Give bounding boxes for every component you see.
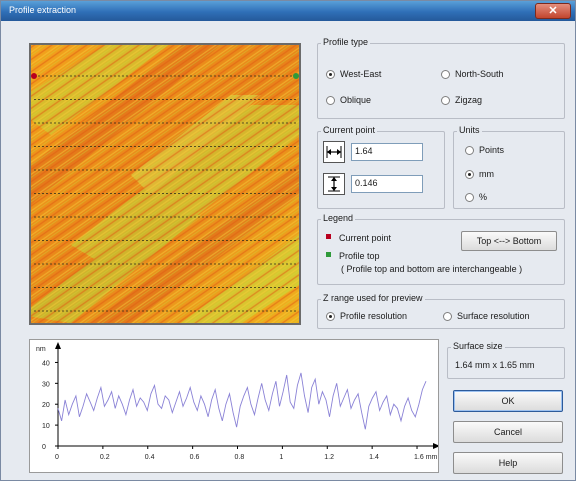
radio-icon <box>465 193 474 202</box>
radio-profile-resolution[interactable]: Profile resolution <box>326 311 407 321</box>
x-tick-label: 0.6 <box>190 454 200 461</box>
current-point-title: Current point <box>321 125 377 135</box>
radio-icon <box>326 96 335 105</box>
legend-title: Legend <box>321 213 355 223</box>
y-axis-unit-label: nm <box>36 346 46 353</box>
y-tick-label: 40 <box>42 360 50 367</box>
radio-label: Zigzag <box>455 95 482 105</box>
cancel-button[interactable]: Cancel <box>453 421 563 443</box>
radio-label: Oblique <box>340 95 371 105</box>
current-point-legend-icon <box>326 234 331 239</box>
help-button[interactable]: Help <box>453 452 563 474</box>
y-tick-label: 10 <box>42 423 50 430</box>
surface-size-value: 1.64 mm x 1.65 mm <box>455 360 535 370</box>
radio-label: North-South <box>455 69 504 79</box>
profile-top-legend-icon <box>326 252 331 257</box>
profile-type-title: Profile type <box>321 37 370 47</box>
ok-button[interactable]: OK <box>453 390 563 412</box>
z-range-title: Z range used for preview <box>321 293 425 303</box>
close-button[interactable]: ✕ <box>535 3 571 19</box>
y-coordinate-field[interactable]: 0.146 <box>351 175 423 193</box>
x-tick-label: 1.2 <box>324 454 334 461</box>
x-tick-label: 1 <box>279 454 283 461</box>
profile-chart-panel: nm 0 0.2 0.4 0.6 0.8 1 1.2 1.4 1.6 mm 0 10 20 30 40 <box>29 339 439 473</box>
radio-percent[interactable]: % <box>465 192 487 202</box>
surface-preview[interactable] <box>29 43 301 325</box>
window-title: Profile extraction <box>9 5 76 15</box>
profile-chart[interactable]: nm 0 0.2 0.4 0.6 0.8 1 1.2 1.4 1.6 mm 0 10 20 30 40 <box>30 340 438 472</box>
radio-zigzag[interactable]: Zigzag <box>441 95 482 105</box>
radio-label: mm <box>479 169 494 179</box>
radio-north-south[interactable]: North-South <box>441 69 504 79</box>
profile-type-group <box>317 43 565 119</box>
radio-surface-resolution[interactable]: Surface resolution <box>443 311 530 321</box>
radio-west-east[interactable]: West-East <box>326 69 381 79</box>
profile-series-line <box>58 373 426 429</box>
radio-label: West-East <box>340 69 381 79</box>
x-axis-arrow-icon <box>433 443 438 449</box>
current-point-legend-label: Current point <box>339 233 391 243</box>
x-tick-label: 1.6 mm <box>414 454 438 461</box>
radio-icon <box>441 70 450 79</box>
radio-icon <box>326 70 335 79</box>
x-tick-label: 0 <box>55 454 59 461</box>
radio-icon <box>441 96 450 105</box>
profile-top-legend-label: Profile top <box>339 251 380 261</box>
y-tick-label: 20 <box>42 402 50 409</box>
radio-oblique[interactable]: Oblique <box>326 95 371 105</box>
horizontal-arrow-icon <box>323 141 345 163</box>
radio-points[interactable]: Points <box>465 145 504 155</box>
radio-label: Profile resolution <box>340 311 407 321</box>
radio-label: Points <box>479 145 504 155</box>
profile-top-marker[interactable] <box>293 73 299 79</box>
surface-heightmap[interactable] <box>31 45 299 323</box>
units-title: Units <box>457 125 482 135</box>
legend-note: ( Profile top and bottom are interchange… <box>341 264 522 274</box>
x-tick-label: 1.4 <box>369 454 379 461</box>
x-tick-label: 0.2 <box>100 454 110 461</box>
x-tick-label: 0.8 <box>235 454 245 461</box>
surface-size-title: Surface size <box>451 341 505 351</box>
radio-label: % <box>479 192 487 202</box>
y-tick-label: 30 <box>42 381 50 388</box>
radio-icon <box>465 146 474 155</box>
y-axis-arrow-icon <box>55 342 61 349</box>
close-icon: ✕ <box>548 5 557 17</box>
title-bar[interactable]: Profile extraction ✕ <box>1 1 575 21</box>
radio-icon <box>465 170 474 179</box>
vertical-arrow-icon <box>323 173 345 195</box>
current-point-marker[interactable] <box>31 73 37 79</box>
y-tick-label: 0 <box>42 444 46 451</box>
radio-icon <box>326 312 335 321</box>
radio-label: Surface resolution <box>457 311 530 321</box>
radio-mm[interactable]: mm <box>465 169 494 179</box>
radio-icon <box>443 312 452 321</box>
swap-top-bottom-button[interactable]: Top <--> Bottom <box>461 231 557 251</box>
x-coordinate-field[interactable]: 1.64 <box>351 143 423 161</box>
x-tick-label: 0.4 <box>145 454 155 461</box>
